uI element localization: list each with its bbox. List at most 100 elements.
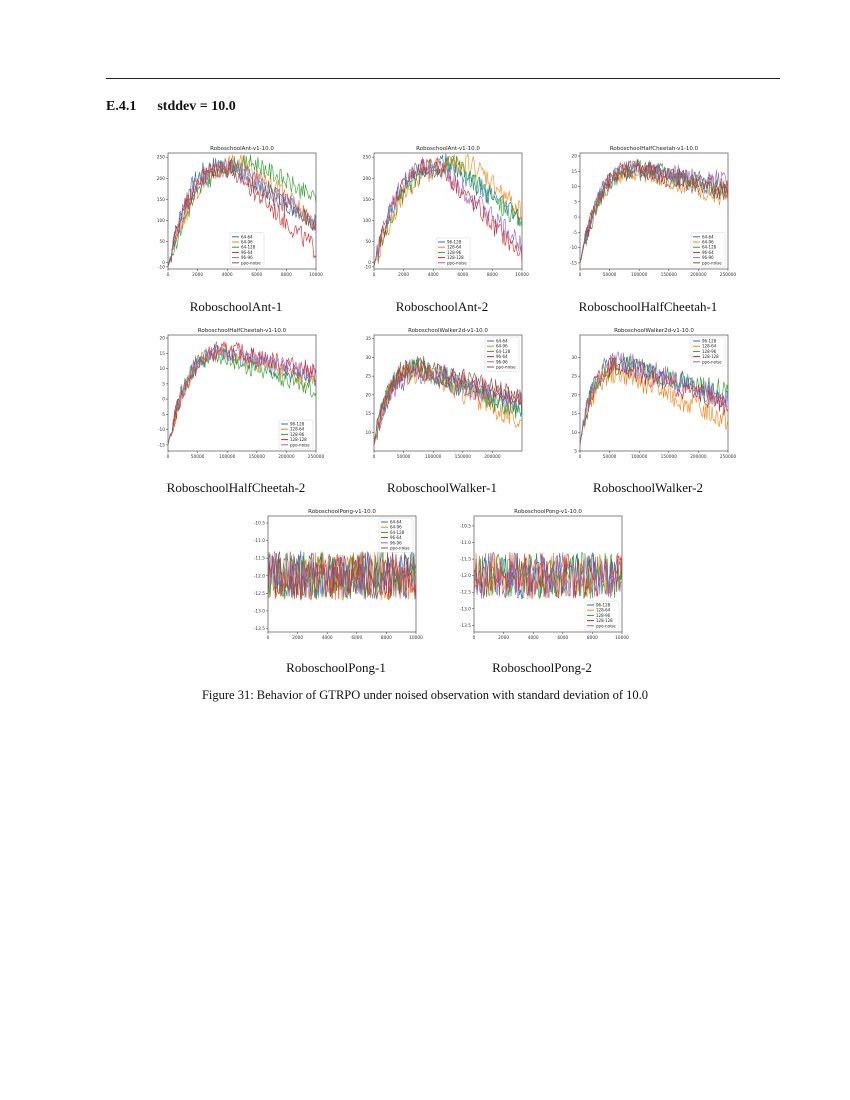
y-tick-label: 5 [574, 449, 577, 455]
legend-box [690, 232, 726, 268]
legend-label: ppo-noise [496, 365, 516, 370]
legend-label: 64-96 [496, 344, 508, 349]
y-tick-label: -10 [364, 264, 371, 270]
y-tick-label: -15 [158, 442, 165, 448]
y-tick-label: -10 [158, 427, 165, 433]
chart-title: RoboschoolHalfCheetah-v1-10.0 [198, 328, 287, 334]
y-tick-label: 100 [363, 218, 371, 224]
x-tick-label: 150000 [661, 454, 678, 460]
legend-label: 128-128 [596, 618, 613, 623]
y-tick-label: -12.0 [460, 573, 471, 579]
x-tick-label: 150000 [661, 272, 678, 278]
y-tick-label: 0 [574, 215, 577, 221]
x-tick-label: 100000 [219, 454, 236, 460]
y-tick-label: -11.5 [460, 557, 471, 563]
x-tick-label: 0 [579, 454, 582, 460]
y-tick-label: 20 [160, 336, 166, 342]
chart-title: RoboschoolWalker2d-v1-10.0 [614, 328, 694, 334]
x-tick-label: 6000 [251, 272, 262, 278]
legend-label: 64-128 [390, 530, 405, 535]
subcaption-ant-1: RoboschoolAnt-1 [189, 299, 283, 314]
legend-label: 96-128 [702, 339, 717, 344]
x-tick-label: 0 [167, 454, 170, 460]
chart-title: RoboschoolHalfCheetah-v1-10.0 [610, 146, 699, 152]
y-tick-label: 25 [572, 374, 578, 380]
legend-label: ppo-noise [596, 623, 616, 628]
y-tick-label: 20 [366, 392, 372, 398]
legend-label: 128-96 [447, 250, 462, 255]
legend-box [435, 237, 471, 268]
legend-label: 64-96 [702, 240, 714, 245]
series-group [168, 341, 316, 447]
series-line [580, 361, 728, 446]
y-tick-label: -13.0 [460, 606, 471, 612]
x-tick-label: 8000 [487, 272, 498, 278]
x-tick-label: 150000 [249, 454, 266, 460]
chart-title: RoboschoolPong-v1-10.0 [514, 509, 582, 515]
y-tick-label: -11.0 [460, 540, 471, 546]
y-tick-label: 10 [366, 430, 372, 436]
plot-walker-1: RoboschoolWalker2d-v1-10.0 0 50000 100000 15… [352, 325, 532, 467]
y-tick-label: 15 [572, 169, 578, 175]
legend-label: 128-64 [702, 344, 717, 349]
legend-label: ppo-noise [290, 442, 310, 447]
legend-box [229, 232, 265, 268]
legend-label: 64-64 [241, 234, 253, 239]
series-line [168, 341, 316, 446]
series-group [474, 552, 622, 600]
series-line [374, 157, 522, 268]
y-tick-label: 200 [363, 176, 371, 182]
y-tick-label: 15 [572, 411, 578, 417]
series-line [168, 154, 316, 268]
legend-label: 128-96 [290, 432, 305, 437]
y-tick-label: 25 [366, 374, 372, 380]
y-tick-label: 10 [572, 184, 578, 190]
legend-label: 64-96 [241, 240, 253, 245]
legend-label: 64-64 [496, 339, 508, 344]
series-line [168, 158, 316, 268]
legend-label: 64-64 [702, 234, 714, 239]
x-tick-label: 250000 [720, 454, 737, 460]
y-tick-label: -15 [570, 260, 577, 266]
x-tick-label: 8000 [281, 272, 292, 278]
legend-label: 64-128 [496, 349, 511, 354]
x-tick-label: 0 [267, 635, 270, 641]
plot-walker-2: RoboschoolWalker2d-v1-10.0 0 50000 100000 15… [558, 325, 738, 467]
x-tick-label: 250000 [308, 454, 325, 460]
section-heading: E.4.1 stddev = 10.0 [106, 99, 236, 115]
x-tick-label: 6000 [351, 635, 362, 641]
y-tick-label: -10 [570, 245, 577, 251]
y-tick-label: -5 [573, 230, 578, 236]
y-tick-label: -12.5 [460, 590, 471, 596]
series-line [168, 161, 316, 266]
y-tick-label: -10.5 [254, 521, 265, 527]
y-tick-label: 20 [572, 392, 578, 398]
plot-ant-2: RoboschoolAnt-v1-10.0 0 2000 4000 6000 8000 10… [352, 143, 532, 285]
legend-label: 96-128 [447, 240, 462, 245]
series-line [474, 552, 622, 600]
x-tick-label: 150000 [455, 454, 472, 460]
chart-title: RoboschoolAnt-v1-10.0 [416, 146, 480, 152]
y-tick-label: -11.0 [254, 538, 265, 544]
legend-label: ppo-noise [702, 359, 722, 364]
y-tick-label: -12.0 [254, 573, 265, 579]
y-tick-label: 5 [574, 199, 577, 205]
series-line [474, 552, 622, 599]
x-tick-label: 10000 [309, 272, 323, 278]
x-tick-label: 200000 [690, 272, 707, 278]
legend-label: 96-128 [596, 603, 611, 608]
series-line [580, 162, 728, 262]
legend-label: 64-128 [241, 245, 256, 250]
series-line [268, 551, 416, 600]
y-tick-label: -10 [158, 264, 165, 270]
x-tick-label: 200000 [690, 454, 707, 460]
y-tick-label: 150 [363, 197, 371, 203]
x-tick-label: 250000 [720, 272, 737, 278]
x-tick-label: 100000 [425, 454, 442, 460]
x-tick-label: 10000 [615, 635, 629, 641]
